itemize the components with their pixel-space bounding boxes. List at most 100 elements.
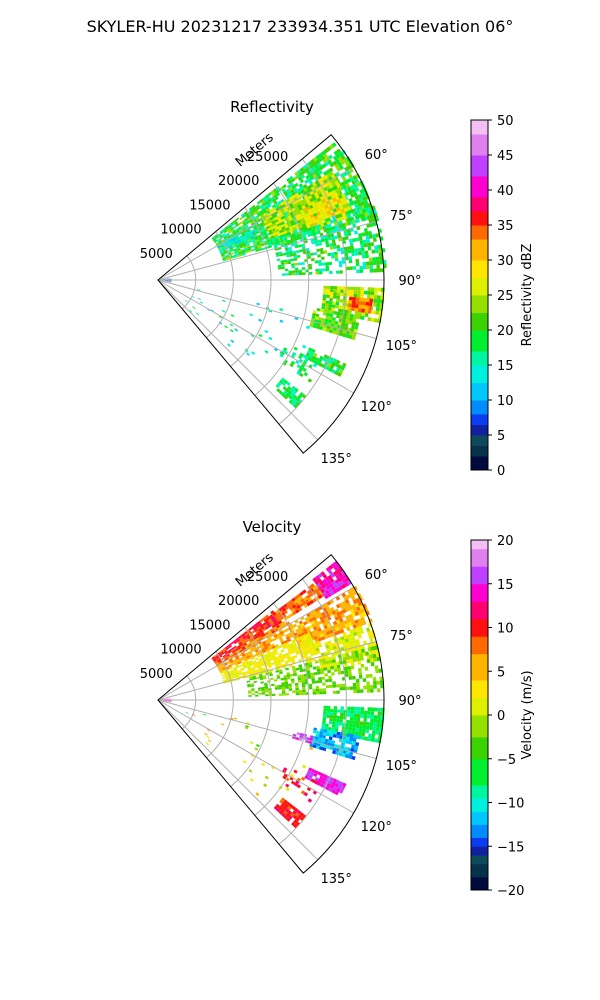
radar-gate	[246, 647, 250, 651]
radar-gate	[227, 655, 231, 659]
radar-gate	[311, 315, 316, 320]
radar-gate	[332, 295, 337, 299]
radar-gate	[232, 639, 237, 643]
radar-gate	[276, 242, 281, 246]
radar-gate	[351, 636, 356, 641]
radar-gate	[344, 669, 349, 674]
radar-gate	[282, 607, 287, 613]
radar-gate	[272, 209, 278, 213]
radar-gate	[336, 715, 340, 720]
radar-gate	[323, 774, 328, 779]
radar-gate	[332, 570, 338, 576]
radar-gate	[300, 622, 305, 627]
radar-gate	[289, 643, 294, 647]
radar-gate	[290, 656, 295, 660]
radar-gate	[362, 297, 367, 302]
radar-gate	[337, 156, 343, 162]
radar-gate	[278, 684, 282, 688]
radar-gate	[254, 691, 259, 694]
radar-gate	[328, 360, 333, 365]
radar-gate	[277, 607, 282, 612]
radar-gate	[351, 730, 356, 735]
radar-gate	[331, 204, 337, 210]
range-tick-label: 25000	[247, 570, 288, 585]
radar-gate	[280, 234, 285, 238]
radar-gate	[324, 581, 329, 587]
radar-gate	[315, 575, 320, 581]
radar-gate	[320, 588, 326, 594]
radar-gate	[320, 155, 326, 161]
radar-gate	[233, 220, 238, 225]
radar-gate	[355, 300, 360, 305]
radar-gate	[220, 663, 224, 667]
radar-gate	[266, 208, 271, 212]
radar-gate	[279, 229, 284, 234]
radar-gate	[289, 196, 294, 201]
radar-gate	[302, 764, 307, 769]
radar-gate	[349, 220, 354, 225]
radar-gate	[313, 359, 318, 365]
radar-gate	[310, 583, 315, 588]
colorbar-label: Velocity (m/s)	[520, 670, 535, 759]
radar-gate	[220, 231, 224, 235]
radar-gate	[329, 171, 334, 176]
radar-gate	[254, 208, 258, 212]
radar-gate	[252, 645, 257, 650]
radar-gate	[301, 682, 306, 685]
radar-gate	[257, 666, 262, 670]
radar-gate	[259, 677, 264, 681]
radar-gate	[260, 214, 265, 218]
radar-gate	[262, 616, 267, 621]
radar-gate	[237, 239, 241, 243]
radar-gate	[326, 146, 332, 152]
radar-gate	[262, 196, 267, 201]
radar-gate	[244, 637, 248, 642]
radar-gate	[357, 609, 363, 615]
radar-gate	[373, 302, 377, 307]
radar-gate	[326, 729, 331, 734]
radar-gate	[356, 210, 362, 216]
radar-gate	[319, 728, 324, 733]
radar-gate	[359, 213, 364, 218]
radar-gate	[325, 268, 330, 272]
radar-gate	[254, 628, 258, 632]
radar-gate	[307, 644, 312, 649]
radar-gate	[291, 597, 296, 602]
radar-gate	[291, 265, 295, 269]
radar-gate	[362, 678, 367, 683]
radar-gate	[325, 685, 330, 689]
radar-gate	[273, 243, 278, 247]
radar-gate	[308, 211, 313, 216]
radar-gate	[331, 182, 337, 187]
radar-gate	[232, 658, 237, 662]
radar-gate	[312, 666, 317, 670]
radar-gate	[352, 238, 357, 243]
radar-gate	[259, 675, 263, 679]
radar-gate	[269, 673, 273, 677]
radar-gate	[285, 273, 289, 276]
radar-gate	[244, 644, 249, 648]
radar-gate	[337, 234, 342, 239]
radar-gate	[321, 303, 326, 307]
radar-gate	[343, 635, 348, 640]
radar-gate	[277, 203, 282, 208]
colorbar-tick-label: −20	[497, 884, 524, 899]
radar-gate	[322, 614, 327, 620]
radar-gate	[280, 216, 285, 220]
radar-gate	[249, 653, 254, 657]
radar-gate	[307, 233, 312, 237]
radar-gate	[226, 228, 231, 232]
radar-gate	[315, 271, 320, 275]
radar-gate	[294, 199, 299, 204]
radar-gate	[354, 251, 359, 256]
radar-gate	[312, 633, 317, 638]
radar-gate	[377, 715, 381, 720]
radar-gate	[367, 287, 372, 292]
radar-gate	[334, 728, 339, 732]
colorbar-tick-label: −15	[497, 840, 524, 855]
radar-gate	[322, 201, 328, 206]
radar-gate	[352, 607, 358, 613]
radar-gate	[321, 238, 325, 243]
radar-gate	[283, 767, 288, 771]
radar-gate	[319, 731, 324, 735]
